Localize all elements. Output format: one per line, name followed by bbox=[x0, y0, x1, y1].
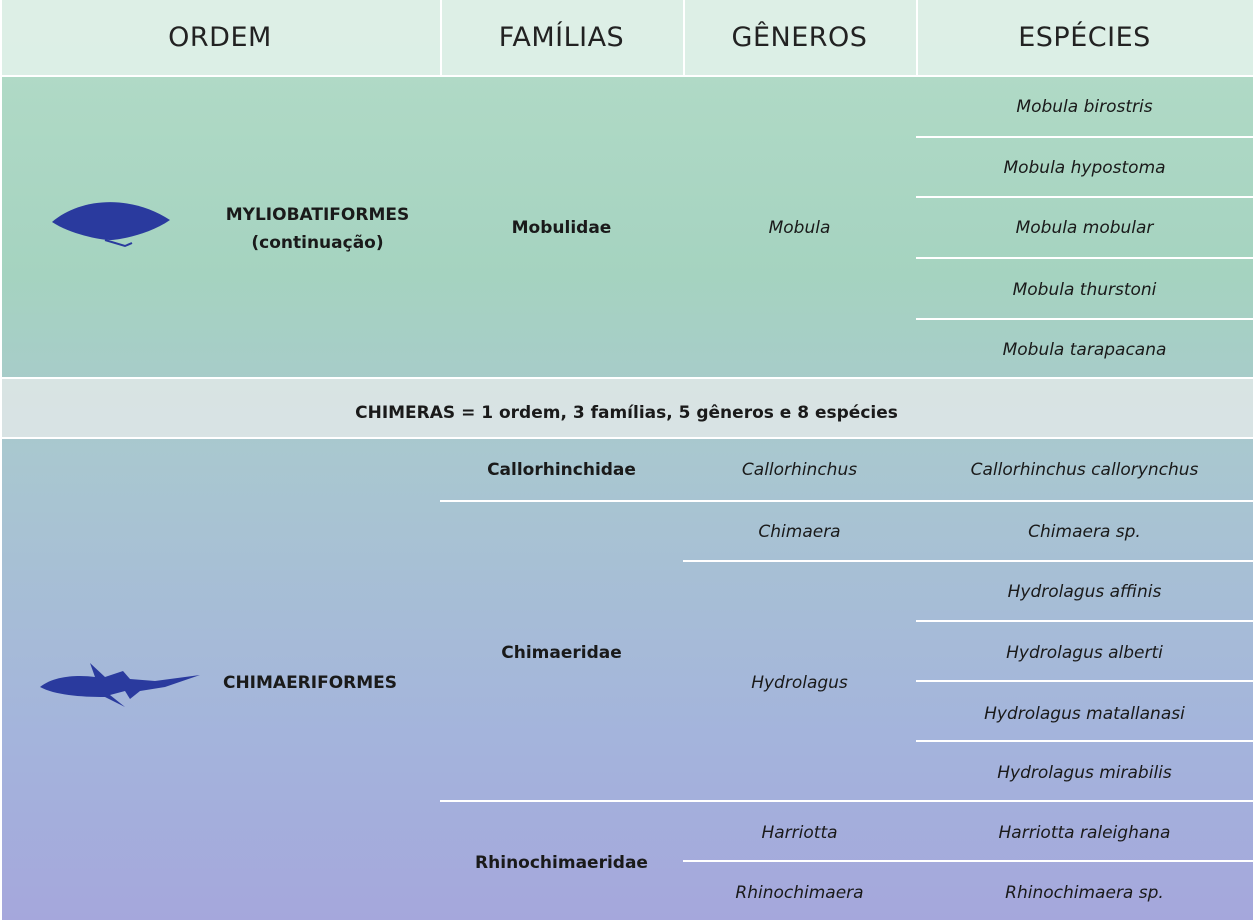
column-header: FAMÍLIAS bbox=[498, 21, 625, 53]
species: Mobula mobular bbox=[1015, 218, 1154, 238]
genus: Chimaera bbox=[758, 522, 841, 542]
row-line bbox=[916, 136, 1253, 138]
row-line bbox=[916, 620, 1253, 622]
order-name: CHIMAERIFORMES bbox=[222, 673, 398, 693]
species: Mobula tarapacana bbox=[1002, 340, 1167, 360]
row-line bbox=[0, 437, 1253, 439]
genus: Rhinochimaera bbox=[735, 883, 864, 903]
order-name: MYLIOBATIFORMES bbox=[225, 205, 410, 225]
order-note: (continuação) bbox=[251, 233, 384, 253]
row-line bbox=[683, 860, 1253, 862]
row-line bbox=[0, 75, 1253, 77]
species: Rhinochimaera sp. bbox=[1005, 883, 1164, 903]
summary-bg bbox=[0, 378, 1253, 437]
row-line bbox=[440, 800, 1253, 802]
family: Mobulidae bbox=[511, 218, 612, 238]
species: Mobula thurstoni bbox=[1012, 280, 1157, 300]
family: Chimaeridae bbox=[501, 643, 622, 663]
left-border bbox=[0, 0, 2, 920]
header-bg bbox=[0, 0, 1253, 75]
divider bbox=[916, 0, 918, 75]
family: Callorhinchidae bbox=[487, 460, 636, 480]
species: Hydrolagus mirabilis bbox=[997, 763, 1172, 783]
divider bbox=[440, 0, 442, 75]
genus: Callorhinchus bbox=[741, 460, 858, 480]
row-line bbox=[916, 318, 1253, 320]
row-line bbox=[0, 377, 1253, 379]
chimaera-icon bbox=[40, 663, 200, 707]
column-header: ESPÉCIES bbox=[1018, 21, 1151, 53]
column-header: GÊNEROS bbox=[731, 21, 868, 53]
species: Hydrolagus alberti bbox=[1006, 643, 1163, 663]
species: Harriotta raleighana bbox=[998, 823, 1171, 843]
family: Rhinochimaeridae bbox=[475, 853, 648, 873]
species: Mobula hypostoma bbox=[1003, 158, 1166, 178]
species: Hydrolagus matallanasi bbox=[984, 704, 1185, 724]
row-line bbox=[440, 500, 1253, 502]
summary: CHIMERAS = 1 ordem, 3 famílias, 5 gênero… bbox=[355, 403, 898, 423]
row-line bbox=[683, 560, 1253, 562]
row-line bbox=[916, 680, 1253, 682]
genus: Hydrolagus bbox=[751, 673, 848, 693]
genus: Harriotta bbox=[761, 823, 838, 843]
genus: Mobula bbox=[768, 218, 831, 238]
species: Mobula birostris bbox=[1016, 97, 1153, 117]
row-line bbox=[916, 196, 1253, 198]
row-line bbox=[916, 740, 1253, 742]
manta-icon bbox=[52, 202, 170, 248]
column-header: ORDEM bbox=[168, 21, 272, 53]
species: Hydrolagus affinis bbox=[1007, 582, 1162, 602]
row-line bbox=[916, 257, 1253, 259]
species: Chimaera sp. bbox=[1028, 522, 1141, 542]
divider bbox=[683, 0, 685, 75]
species: Callorhinchus callorynchus bbox=[970, 460, 1199, 480]
